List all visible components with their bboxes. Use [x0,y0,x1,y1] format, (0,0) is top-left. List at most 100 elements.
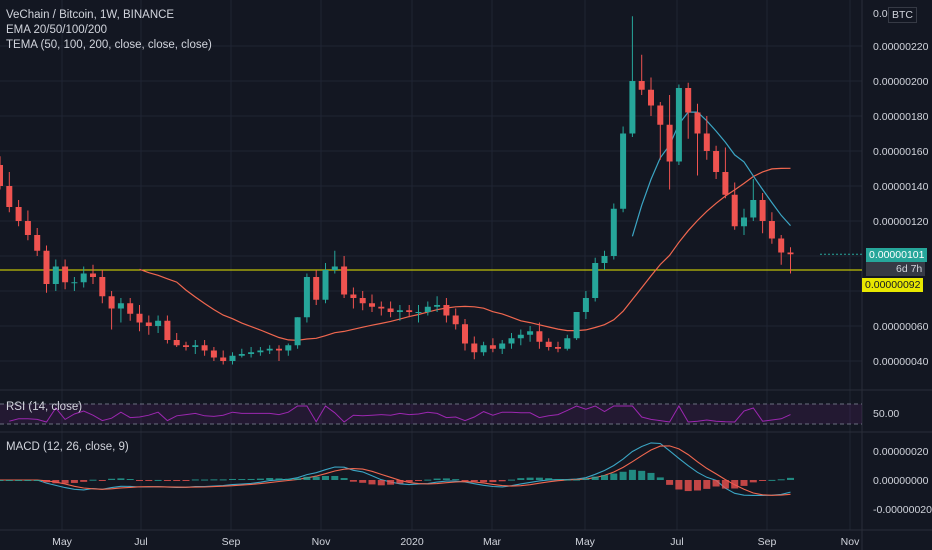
candle-body [322,270,329,300]
price-tick-label: 0.00000040 [873,356,929,368]
macd-histogram-bar [740,480,748,486]
candle-body [787,252,794,255]
candle-body [750,200,757,218]
time-axis-label: Sep [222,536,241,548]
candle-body [666,124,673,162]
candle-body [489,345,496,349]
candle-body [80,273,87,283]
macd-histogram-bar [666,480,674,485]
macd-histogram-bar [247,478,255,480]
chart-legend: VeChain / Bitcoin, 1W, BINANCE EMA 20/50… [6,8,212,53]
macd-histogram-bar [201,479,209,481]
macd-legend[interactable]: MACD (12, 26, close, 9) [6,441,129,453]
candle-body [350,294,357,298]
macd-histogram-bar [117,478,125,480]
macd-histogram-bar [43,480,50,483]
time-axis-label: Jul [134,536,147,548]
candle-body [155,320,162,326]
candle-body [731,194,738,227]
macd-histogram-bar [442,478,450,480]
macd-histogram-bar [498,480,506,482]
candle-body [648,89,654,106]
macd-histogram-bar [331,475,339,480]
candle-body [387,308,394,312]
macd-histogram-bar [517,478,525,480]
price-tick-label: 0.00000180 [873,111,929,123]
macd-histogram-bar [312,476,320,480]
candles [0,16,794,492]
macd-histogram-bar [154,479,162,481]
macd-histogram-bar [126,479,134,481]
macd-histogram-bar [731,480,739,489]
rsi-legend[interactable]: RSI (14, close) [6,401,83,413]
candle-body [313,277,320,300]
macd-histogram-bar [0,480,4,481]
macd-histogram-bar [694,480,701,491]
macd-histogram-bar [405,480,413,483]
candle-body [564,338,571,349]
current-price-tag: 0.00000101 [866,248,928,262]
candle-body [127,303,134,314]
symbol-title[interactable]: VeChain / Bitcoin, 1W, BINANCE [6,9,175,21]
macd-histogram-bar [182,480,190,481]
time-axis-label: Nov [841,536,860,548]
candle-body [582,298,589,312]
candle-body [573,312,580,339]
candle-body [15,207,22,221]
macd-histogram-bar [219,479,227,481]
macd-histogram-bar [489,480,497,483]
macd-histogram-bar [470,480,478,482]
macd-histogram-bar [349,480,357,482]
candle-body [508,338,515,344]
macd-histogram-bar [787,477,794,480]
macd-histogram-bar [191,479,199,481]
macd-histogram-bar [80,480,88,482]
macd-histogram-bar [340,478,348,480]
candle-body [43,250,50,284]
macd-histogram-bar [173,480,181,481]
time-axis-label: Mar [483,536,502,548]
candle-body [396,310,403,312]
candle-body [229,355,236,361]
macd-histogram-bar [452,479,460,481]
price-tick-label: 0.00000060 [873,321,929,333]
macd-histogram-bar [396,480,404,484]
candle-body [601,256,608,263]
macd-histogram-bar [712,480,720,487]
candle-body [406,310,413,312]
macd-histogram-bar [535,477,543,480]
macd-histogram-bar [303,476,311,480]
macd-histogram-bar [210,479,218,481]
candle-body [266,348,273,351]
macd-tick-label: 0.00000020 [873,446,929,458]
candle-body [415,312,422,313]
macd-histogram-bar [508,479,515,481]
macd-histogram-bar [70,480,78,483]
macd-histogram-bar [256,478,264,480]
candle-body [108,296,115,309]
macd-histogram-bar [619,471,627,480]
macd-histogram-bar [545,478,553,480]
candle-body [294,317,301,346]
candle-body [768,221,775,239]
countdown-tag: 6d 7h [866,262,926,276]
tema-study-label[interactable]: TEMA (50, 100, 200, close, close, close) [6,39,212,51]
candle-body [0,165,3,186]
candle-body [341,266,348,295]
macd-histogram-bar [768,479,776,481]
macd-histogram-bar [573,479,581,481]
macd-histogram-bar [275,478,283,480]
macd-histogram-bar [52,480,60,484]
price-tick-label: 0.00000160 [873,146,929,158]
macd-histogram-bar [33,480,41,481]
candle-body [303,277,310,318]
macd-histogram-bar [647,472,655,480]
macd-histogram-bar [163,480,171,481]
candle-body [52,266,59,284]
ema-study-label[interactable]: EMA 20/50/100/200 [6,24,108,36]
macd-histogram-bar [15,480,23,481]
candle-body [378,306,385,309]
macd-histogram-bar [610,473,618,480]
